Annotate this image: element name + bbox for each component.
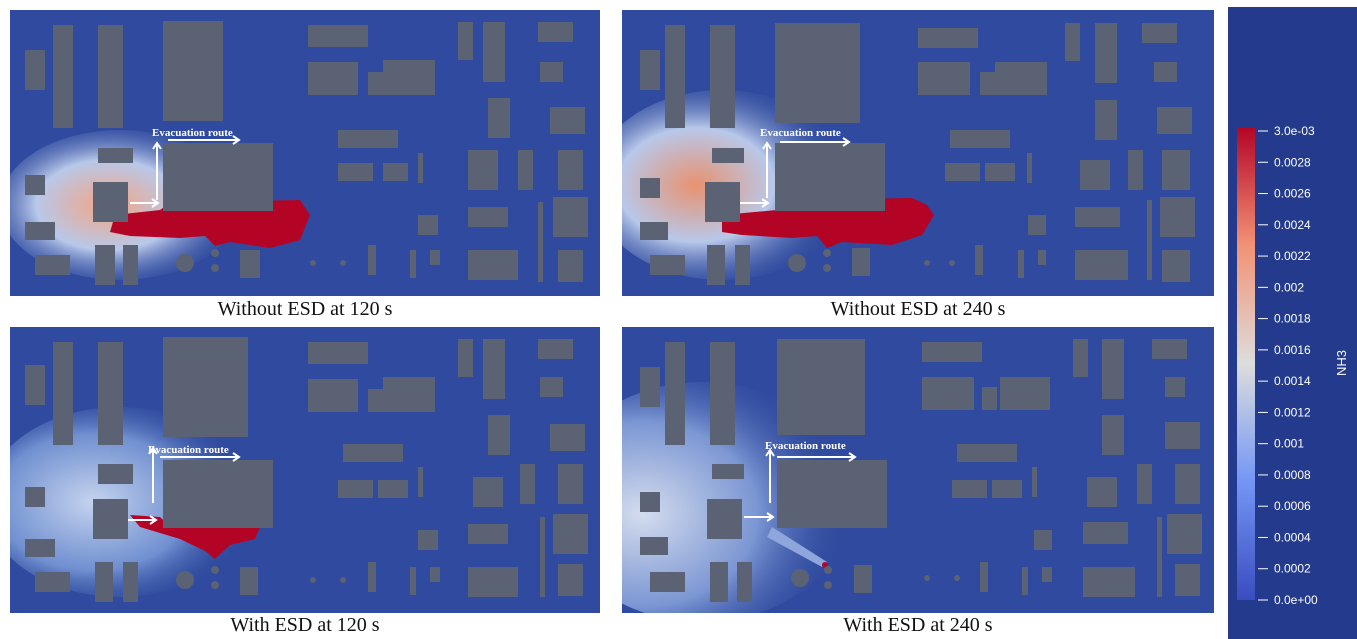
evacuation-route-label: Evacuation route bbox=[152, 127, 233, 139]
colorbar: 3.0e-03 0.0028 0.0026 0.0024 0.0022 0.002 0.00… bbox=[1228, 7, 1357, 639]
colorbar-tick-label: 0.0016 bbox=[1274, 343, 1311, 357]
evacuation-route-label: Evacuation route bbox=[148, 444, 229, 456]
colorbar-title: NH3 bbox=[1334, 350, 1349, 376]
colorbar-tick-label: 0.0018 bbox=[1274, 312, 1311, 326]
colorbar-tick-label: 0.0008 bbox=[1274, 468, 1311, 482]
colorbar-tick-label: 0.0012 bbox=[1274, 405, 1311, 419]
caption-without-esd-120s: Without ESD at 120 s bbox=[10, 298, 600, 321]
caption-without-esd-240s: Without ESD at 240 s bbox=[622, 298, 1214, 321]
colorbar-tick-label: 0.001 bbox=[1274, 437, 1304, 451]
caption-with-esd-120s: With ESD at 120 s bbox=[10, 614, 600, 637]
contour-panel-without-esd-120s: Evacuation route bbox=[10, 10, 600, 296]
contour-panel-with-esd-240s: Evacuation route bbox=[622, 327, 1214, 613]
colorbar-ticks: 3.0e-03 0.0028 0.0026 0.0024 0.0022 0.002 0.00… bbox=[1258, 124, 1318, 607]
colorbar-tick-label: 0.0e+00 bbox=[1274, 593, 1318, 607]
caption-with-esd-240s: With ESD at 240 s bbox=[622, 614, 1214, 637]
colorbar-tick-label: 0.0006 bbox=[1274, 499, 1311, 513]
colorbar-tick-label: 3.0e-03 bbox=[1274, 124, 1315, 138]
colorbar-tick-label: 0.0014 bbox=[1274, 374, 1311, 388]
colorbar-tick-label: 0.0024 bbox=[1274, 218, 1311, 232]
evacuation-route-label: Evacuation route bbox=[765, 440, 846, 452]
colorbar-gradient bbox=[1237, 127, 1255, 600]
contour-panel-without-esd-240s: Evacuation route bbox=[622, 10, 1214, 296]
contour-panel-with-esd-120s: Evacuation route bbox=[10, 327, 600, 613]
colorbar-tick-label: 0.0028 bbox=[1274, 155, 1311, 169]
colorbar-tick-label: 0.002 bbox=[1274, 280, 1304, 294]
colorbar-tick-label: 0.0002 bbox=[1274, 562, 1311, 576]
colorbar-tick-label: 0.0004 bbox=[1274, 530, 1311, 544]
colorbar-tick-label: 0.0026 bbox=[1274, 187, 1311, 201]
evacuation-route-label: Evacuation route bbox=[760, 127, 841, 139]
colorbar-tick-label: 0.0022 bbox=[1274, 249, 1311, 263]
